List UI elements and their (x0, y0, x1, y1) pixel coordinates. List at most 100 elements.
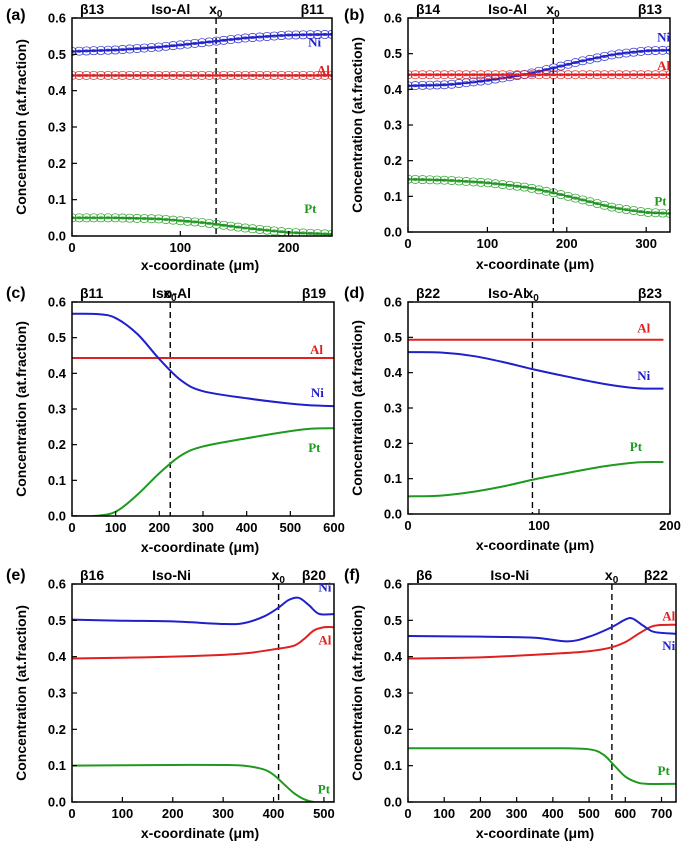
y-tick-label: 0.3 (48, 686, 66, 701)
data-marker (658, 73, 668, 80)
data-marker (432, 70, 442, 77)
data-marker (168, 44, 178, 51)
x-tick-label: 0 (404, 236, 411, 251)
data-marker (439, 80, 449, 87)
data-marker (408, 177, 413, 184)
data-marker (82, 73, 91, 80)
data-marker (658, 48, 668, 55)
data-marker (248, 224, 257, 231)
panel-letter: (b) (344, 7, 364, 24)
y-tick-label: 0.6 (48, 577, 66, 592)
data-marker (110, 70, 120, 77)
data-marker (204, 73, 214, 80)
data-marker (269, 34, 279, 41)
phase-label-right: β11 (301, 1, 325, 17)
data-marker (643, 70, 653, 77)
data-marker (665, 70, 670, 77)
series-label-al: Al (637, 321, 650, 336)
data-marker (320, 32, 330, 39)
data-marker (132, 213, 142, 220)
data-marker (118, 213, 127, 220)
data-marker (161, 44, 171, 51)
data-marker (313, 229, 322, 236)
series-line (408, 617, 676, 643)
x-tick-label: 100 (112, 806, 134, 821)
data-marker (643, 73, 653, 80)
data-marker (432, 175, 442, 182)
data-marker (118, 45, 127, 52)
data-marker (410, 174, 420, 181)
data-marker (204, 40, 214, 47)
series-pt (408, 747, 676, 785)
data-marker (629, 70, 639, 77)
data-marker (118, 70, 127, 77)
iso-label: Iso-Al (152, 285, 191, 301)
data-marker (651, 208, 660, 215)
y-axis-title: Concentration (at.fraction) (13, 39, 29, 215)
x-tick-label: 300 (212, 806, 234, 821)
data-marker (154, 45, 164, 52)
data-marker (665, 73, 670, 80)
data-marker (313, 73, 322, 80)
y-tick-label: 0.0 (384, 507, 402, 522)
x-tick-label: 100 (169, 240, 191, 255)
data-marker (197, 73, 207, 80)
data-marker (607, 73, 617, 80)
y-tick-label: 0.6 (384, 295, 402, 310)
data-marker (570, 73, 580, 80)
x-tick-label: 200 (659, 518, 681, 533)
data-marker (269, 226, 279, 233)
data-marker (255, 73, 265, 80)
data-marker (410, 70, 420, 77)
y-tick-label: 0.0 (48, 509, 66, 524)
y-tick-label: 0.2 (384, 436, 402, 451)
y-tick-label: 0.5 (48, 613, 66, 628)
data-marker (298, 33, 308, 40)
x-axis-title: x-coordinate (μm) (141, 257, 259, 273)
y-tick-label: 0.2 (48, 437, 66, 452)
data-marker (651, 48, 660, 55)
data-marker (439, 73, 449, 80)
data-marker (161, 73, 171, 80)
x-tick-label: 0 (68, 520, 75, 535)
data-marker (313, 33, 322, 40)
data-marker (469, 70, 478, 77)
series-line (408, 351, 664, 390)
y-tick-label: 0.6 (384, 577, 402, 592)
data-marker (110, 216, 120, 223)
data-marker (505, 73, 515, 80)
data-marker (629, 206, 639, 213)
data-marker (190, 41, 200, 48)
series-ni (72, 312, 334, 408)
data-marker (175, 70, 185, 77)
y-tick-label: 0.5 (384, 613, 402, 628)
series-line (408, 460, 664, 498)
data-marker (418, 175, 427, 182)
data-marker (476, 180, 486, 187)
data-marker (82, 46, 91, 53)
series-label-al: Al (662, 609, 675, 624)
series-label-pt: Pt (318, 781, 331, 796)
data-marker (490, 70, 500, 77)
data-marker (447, 178, 457, 185)
data-marker (212, 73, 221, 80)
y-tick-label: 0.1 (384, 758, 402, 773)
phase-label-right: β23 (638, 285, 662, 301)
data-marker (298, 73, 308, 80)
data-marker (454, 179, 464, 186)
data-marker (305, 231, 315, 236)
series-ni (408, 351, 664, 390)
data-marker (96, 213, 106, 220)
data-marker (298, 30, 308, 37)
series-line (72, 33, 332, 53)
data-marker (439, 178, 449, 185)
x-tick-label: 700 (651, 806, 673, 821)
data-marker (96, 48, 106, 55)
data-marker (454, 176, 464, 183)
data-marker (418, 83, 427, 90)
data-marker (125, 47, 135, 54)
data-marker (651, 46, 660, 53)
y-tick-label: 0.5 (48, 330, 66, 345)
